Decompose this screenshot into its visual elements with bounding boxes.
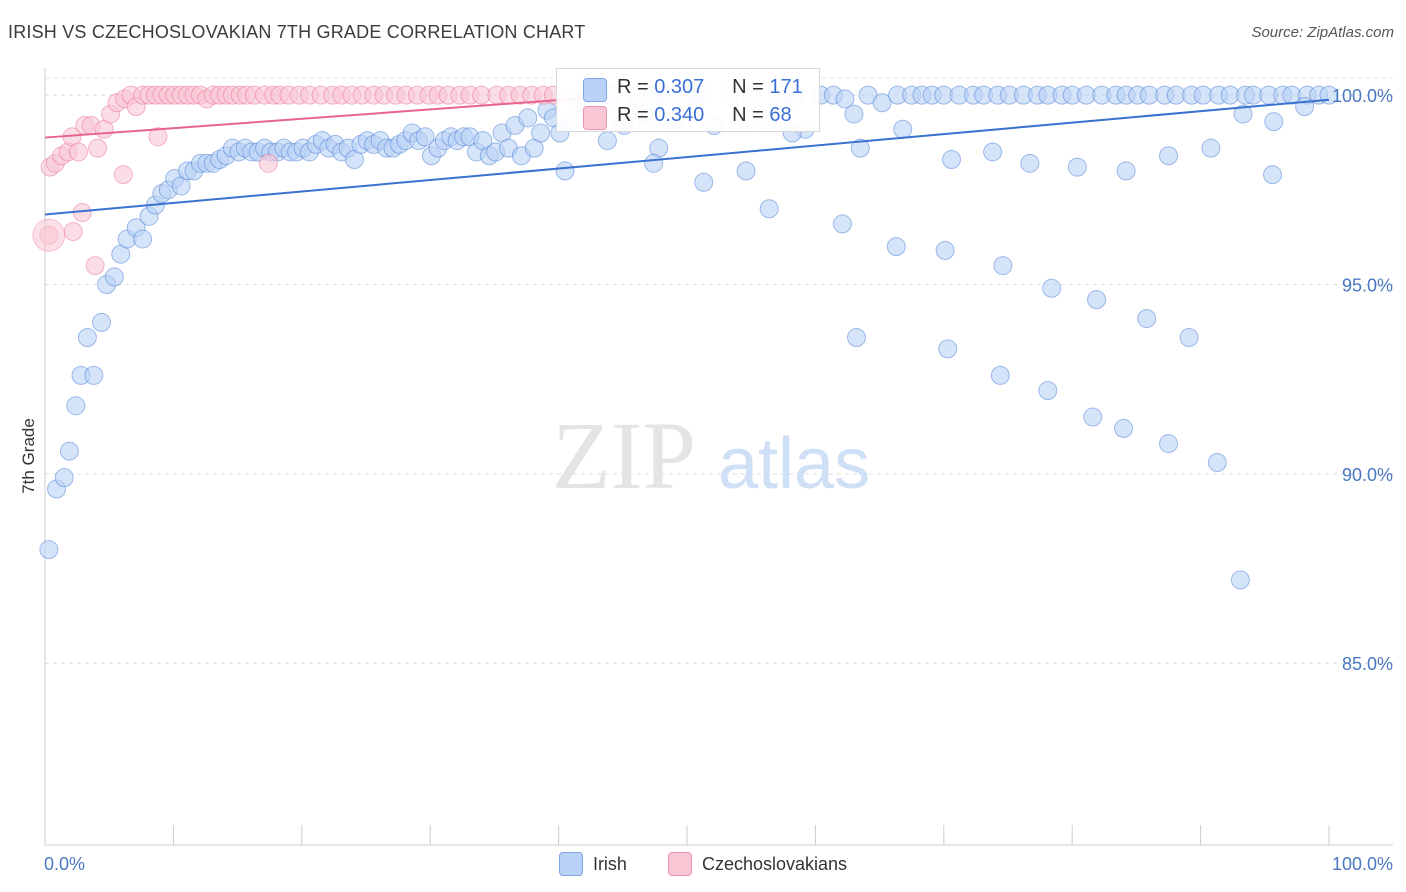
stats-n-value: 68	[769, 104, 792, 126]
data-point	[133, 229, 153, 249]
y-tick-label: 85.0%	[1342, 654, 1393, 674]
data-point	[759, 199, 779, 219]
data-point	[1264, 112, 1284, 132]
data-point	[148, 127, 168, 147]
data-point	[1159, 434, 1178, 454]
stats-box: R = 0.307 N = 171 R = 0.340 N = 68	[556, 68, 820, 132]
legend-label-czechoslovakians: Czechoslovakians	[701, 853, 848, 874]
legend-swatch-czechoslovakians	[667, 852, 692, 876]
grid-lines	[45, 77, 1393, 664]
legend-label-irish: Irish	[592, 853, 627, 874]
stats-n-label: N =	[732, 104, 764, 126]
trend-line	[44, 97, 585, 139]
stats-r-value: 0.340	[654, 104, 705, 126]
data-point	[694, 172, 714, 192]
data-point	[736, 161, 756, 181]
data-point	[39, 540, 59, 560]
legend: Irish Czechoslovakians	[0, 852, 1406, 881]
data-point	[531, 123, 551, 143]
data-point	[91, 312, 111, 332]
data-point	[258, 153, 278, 173]
watermark: ZIP atlas	[552, 402, 870, 509]
data-point	[832, 214, 852, 234]
legend-item-irish[interactable]: Irish	[558, 852, 627, 876]
chart-title: IRISH VS CZECHOSLOVAKIAN 7TH GRADE CORRE…	[8, 22, 586, 42]
data-point	[104, 267, 124, 287]
x-tick-label: 100.0%	[1332, 854, 1393, 874]
stats-r-label: R =	[617, 76, 649, 98]
data-point	[555, 161, 575, 181]
data-point	[983, 142, 1003, 162]
data-point	[1159, 146, 1178, 166]
data-point	[1042, 278, 1062, 298]
stats-swatch-irish	[583, 78, 607, 102]
y-tick-label: 95.0%	[1342, 276, 1393, 296]
watermark-atlas: atlas	[718, 424, 870, 504]
series-irish-points	[39, 85, 1339, 590]
data-point	[68, 142, 88, 162]
data-point	[1201, 138, 1221, 158]
data-point	[1207, 453, 1227, 472]
data-point	[850, 138, 870, 158]
data-point	[54, 468, 74, 488]
data-point	[1179, 328, 1199, 348]
data-point	[938, 339, 958, 359]
stats-n-value: 171	[769, 76, 803, 98]
data-point	[1114, 418, 1134, 438]
axes	[44, 68, 1393, 846]
stats-n-label: N =	[732, 76, 764, 98]
data-point	[84, 365, 104, 385]
x-tick-label: 0.0%	[44, 854, 85, 874]
data-point	[1295, 97, 1315, 117]
data-point	[597, 131, 617, 151]
data-point	[1038, 381, 1058, 401]
trend-line	[44, 98, 1330, 216]
stats-r-value: 0.307	[654, 76, 705, 98]
data-point	[85, 256, 105, 276]
data-point	[1087, 290, 1107, 310]
data-point	[66, 396, 86, 416]
data-point	[1067, 157, 1087, 177]
data-point	[1230, 570, 1250, 590]
data-point	[1020, 153, 1040, 173]
data-point	[644, 153, 664, 173]
stats-r-label: R =	[617, 104, 649, 126]
data-point	[858, 85, 878, 105]
legend-swatch-irish	[558, 852, 583, 876]
data-point	[835, 89, 855, 109]
data-point	[1116, 161, 1136, 181]
data-point	[77, 328, 97, 348]
data-point	[63, 221, 83, 241]
y-axis-title: 7th Grade	[19, 418, 38, 494]
data-point	[893, 119, 913, 139]
legend-item-czechoslovakians[interactable]: Czechoslovakians	[667, 852, 848, 876]
data-point	[1137, 309, 1157, 329]
data-point-cluster	[32, 218, 66, 252]
data-point	[846, 328, 866, 348]
data-point	[990, 365, 1010, 385]
y-tick-label: 90.0%	[1342, 465, 1393, 485]
trend-lines	[44, 97, 1330, 216]
y-tick-label: 100.0%	[1332, 86, 1393, 106]
data-point	[1083, 407, 1103, 427]
source-label: Source: ZipAtlas.com	[1251, 24, 1394, 41]
data-point	[935, 240, 955, 260]
data-point	[993, 256, 1013, 276]
data-point	[113, 165, 133, 185]
data-point	[942, 150, 962, 170]
data-point	[886, 237, 906, 257]
data-point	[872, 93, 892, 113]
watermark-zip: ZIP	[552, 402, 696, 509]
data-point	[1263, 165, 1283, 185]
series-czechoslovakians-points	[32, 85, 563, 276]
stats-swatch-czechoslovakians	[583, 106, 607, 130]
data-point	[59, 441, 79, 461]
data-point	[1233, 104, 1253, 124]
data-point	[518, 108, 538, 128]
data-point	[88, 138, 108, 158]
axis-labels: 85.0% 90.0% 95.0% 100.0% 0.0% 100.0% 7th Grade	[19, 86, 1393, 874]
data-point	[415, 127, 435, 147]
data-point	[844, 104, 864, 124]
